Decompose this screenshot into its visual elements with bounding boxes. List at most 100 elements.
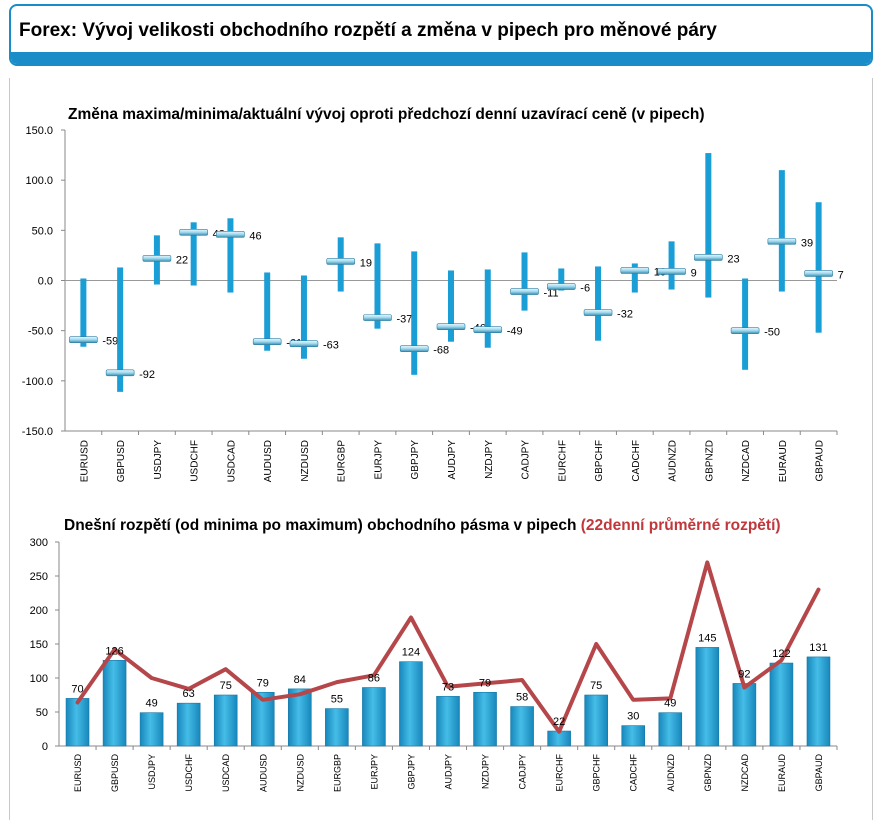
chart2-x-tick-label: USDCHF <box>184 753 194 791</box>
chart1-current-marker <box>289 340 319 348</box>
chart2-x-tick-label: EURAUD <box>777 754 787 793</box>
chart1-data-label: 9 <box>691 267 697 279</box>
chart1-y-tick-label: -100.0 <box>22 376 53 388</box>
chart2-data-label: 92 <box>738 668 750 680</box>
chart1-range-bar <box>778 170 785 292</box>
chart1-data-label: -92 <box>139 369 155 381</box>
chart2-x-tick-label: GBPNZD <box>703 754 713 792</box>
chart1-x-tick-label: AUDJPY <box>447 440 458 480</box>
chart1-current-marker <box>546 283 576 290</box>
chart1-range-bar <box>227 218 234 293</box>
chart1-data-label: 23 <box>727 253 739 265</box>
chart2-data-label: 75 <box>220 680 232 692</box>
chart1-data-label: -59 <box>102 336 118 348</box>
chart2-data-label: 131 <box>809 642 827 654</box>
chart1-x-tick-label: EURJPY <box>373 440 384 480</box>
chart2-data-label: 49 <box>664 698 676 710</box>
chart2-data-label: 145 <box>698 632 716 644</box>
chart2-data-label: 126 <box>105 645 123 657</box>
chart1-current-marker <box>142 255 172 262</box>
chart2-data-label: 22 <box>553 716 565 728</box>
chart2-data-label: 122 <box>772 648 790 660</box>
chart1-y-tick-label: 50.0 <box>32 225 53 237</box>
chart2-y-tick-label: 100 <box>30 673 48 685</box>
chart2-x-tick-label: EURCHF <box>555 753 565 791</box>
chart1-data-label: 19 <box>360 257 372 269</box>
chart1-range-bar <box>264 272 271 351</box>
chart1-range-bar <box>521 252 528 311</box>
chart2-data-label: 49 <box>145 698 157 710</box>
chart1-x-tick-label: EURCHF <box>557 440 568 482</box>
chart1-current-marker <box>399 345 429 353</box>
chart2-bar <box>250 691 275 747</box>
chart2-bar <box>695 647 720 747</box>
chart1-x-tick-label: GBPUSD <box>116 440 127 482</box>
chart1-current-marker <box>69 336 98 343</box>
chart2-bar <box>65 698 90 747</box>
chart2-x-tick-label: GBPAUD <box>814 754 824 792</box>
chart1-data-label: -68 <box>433 345 449 357</box>
chart2-title: Dnešní rozpětí (od minima po maximum) ob… <box>64 517 781 535</box>
chart2-x-tick-label: EURJPY <box>369 754 379 790</box>
chart1-x-tick-label: EURAUD <box>778 440 789 482</box>
chart2-x-tick-label: GBPJPY <box>406 754 416 790</box>
chart1-data-label: -6 <box>580 283 590 295</box>
chart1-current-marker <box>436 323 466 330</box>
chart1-current-marker <box>620 267 650 274</box>
chart2-data-label: 79 <box>479 677 491 689</box>
chart1-x-tick-label: CADJPY <box>521 440 532 480</box>
page-title: Forex: Vývoj velikosti obchodního rozpět… <box>19 20 717 41</box>
chart1-x-tick-label: GBPNZD <box>704 440 715 482</box>
chart1-range-bar <box>705 153 712 298</box>
chart1-current-marker <box>216 231 245 238</box>
chart1-title-text: Změna maxima/minima/aktuální vývoj oprot… <box>68 106 705 123</box>
chart2-x-tick-label: USDJPY <box>147 754 157 790</box>
chart1-range-bar <box>411 251 418 375</box>
chart2-data-label: 73 <box>442 681 454 693</box>
chart1-range-bar <box>374 243 381 329</box>
chart1-x-tick-label: AUDNZD <box>668 440 679 482</box>
chart1-current-marker <box>326 258 356 265</box>
chart1-current-marker <box>583 309 613 316</box>
chart2-x-tick-label: NZDJPY <box>481 754 491 789</box>
chart1-y-tick-label: -150.0 <box>22 426 53 438</box>
chart1-current-marker <box>473 326 503 333</box>
chart1-x-tick-label: GBPCHF <box>594 440 605 482</box>
chart2-data-label: 30 <box>627 711 639 723</box>
chart2-data-label: 124 <box>402 647 420 659</box>
chart2-x-tick-label: AUDNZD <box>666 754 676 792</box>
chart2-data-label: 79 <box>257 677 269 689</box>
chart1-range-bar <box>595 266 602 341</box>
chart1-current-marker <box>105 369 135 377</box>
chart1-range-bar <box>80 278 87 347</box>
chart2-x-tick-label: CADJPY <box>518 754 528 790</box>
chart1-y-tick-label: 150.0 <box>25 125 53 137</box>
chart2-bar <box>102 660 127 747</box>
chart1-data-label: -11 <box>544 288 559 300</box>
chart2-data-label: 84 <box>294 674 306 686</box>
chart2-bar <box>510 706 534 747</box>
chart2-y-tick-label: 300 <box>30 537 48 549</box>
chart1-x-tick-label: NZDUSD <box>300 440 311 482</box>
chart2-bar <box>584 694 608 747</box>
chart2-x-tick-label: EURUSD <box>73 754 83 793</box>
chart2-x-tick-label: NZDCAD <box>740 754 750 792</box>
chart1-current-marker <box>657 268 686 275</box>
chart1-y-tick-label: 0.0 <box>38 276 53 288</box>
chart1-range-bar <box>190 222 197 286</box>
chart2-x-tick-label: AUDUSD <box>258 754 268 793</box>
chart2-title-accent: (22denní průměrné rozpětí) <box>580 517 781 534</box>
chart2-y-tick-label: 150 <box>30 639 48 651</box>
chart2-bar <box>325 708 349 747</box>
chart1-data-label: 7 <box>838 269 844 281</box>
chart1-range-bar <box>558 268 565 291</box>
chart1-range-bar <box>300 275 307 359</box>
chart1-x-tick-label: AUDUSD <box>263 440 274 482</box>
chart2-x-tick-label: EURGBP <box>332 754 342 792</box>
chart2-bar <box>769 662 794 747</box>
chart1-data-label: -32 <box>617 309 633 321</box>
chart1-range-bar <box>484 269 491 348</box>
chart1-y-tick-label: 100.0 <box>25 175 53 187</box>
chart2-data-label: 58 <box>516 692 528 704</box>
